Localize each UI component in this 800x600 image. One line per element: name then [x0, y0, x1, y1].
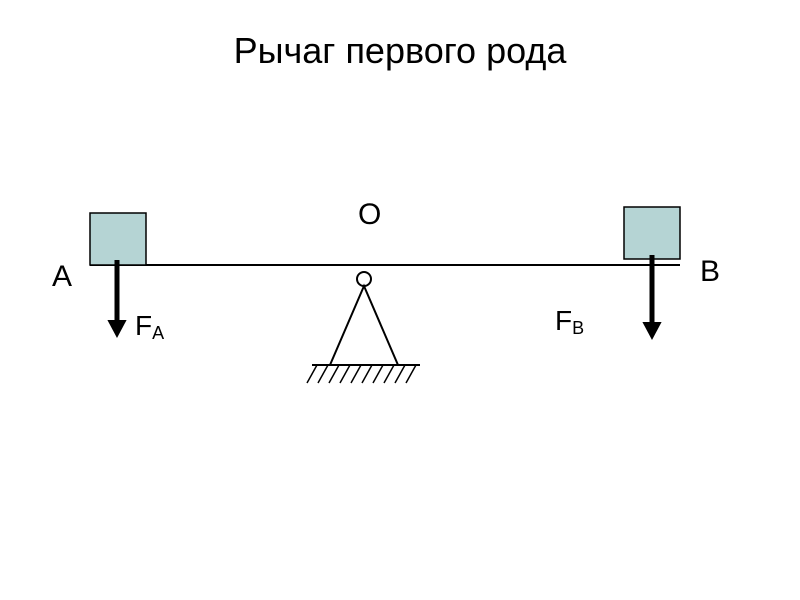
label-fb: FB [555, 305, 584, 337]
fa-main: F [135, 310, 152, 341]
fb-main: F [555, 305, 572, 336]
block-a [90, 213, 146, 265]
ground-hatch [307, 365, 416, 383]
label-a: A [52, 260, 72, 294]
fa-sub: A [152, 323, 164, 343]
label-o: O [358, 198, 381, 232]
fb-sub: B [572, 318, 584, 338]
force-arrow-a [107, 260, 126, 338]
label-fa: FA [135, 310, 164, 342]
force-arrow-b [642, 255, 661, 340]
block-b [624, 207, 680, 259]
fulcrum-triangle [330, 286, 398, 365]
lever-diagram [0, 0, 800, 600]
label-b: B [700, 255, 720, 289]
